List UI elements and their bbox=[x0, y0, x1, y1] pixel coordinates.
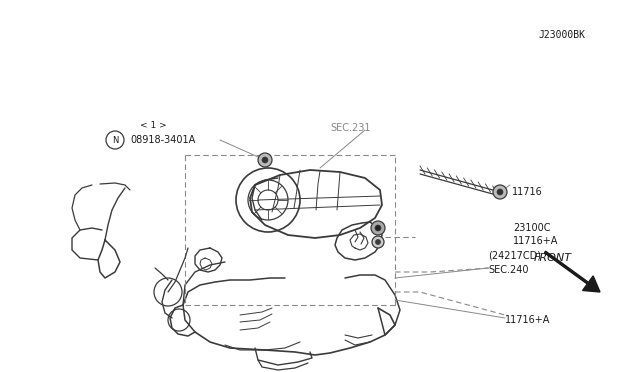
Circle shape bbox=[372, 236, 384, 248]
Text: FRONT: FRONT bbox=[534, 253, 572, 263]
Text: < 1 >: < 1 > bbox=[140, 121, 167, 129]
Text: 23100C: 23100C bbox=[513, 223, 550, 233]
Circle shape bbox=[258, 153, 272, 167]
Circle shape bbox=[376, 240, 381, 244]
Text: 11716: 11716 bbox=[512, 187, 543, 197]
Circle shape bbox=[375, 225, 381, 231]
Text: (24217CD): (24217CD) bbox=[488, 250, 541, 260]
Text: SEC.240: SEC.240 bbox=[488, 265, 529, 275]
FancyArrow shape bbox=[545, 251, 600, 292]
Circle shape bbox=[497, 189, 503, 195]
Circle shape bbox=[493, 185, 507, 199]
Text: 11716+A: 11716+A bbox=[513, 236, 558, 246]
Text: 11716+A: 11716+A bbox=[505, 315, 550, 325]
Circle shape bbox=[262, 157, 268, 163]
Text: SEC.231: SEC.231 bbox=[330, 123, 371, 133]
Text: J23000BK: J23000BK bbox=[538, 30, 585, 40]
Text: 08918-3401A: 08918-3401A bbox=[130, 135, 195, 145]
Circle shape bbox=[371, 221, 385, 235]
Text: N: N bbox=[112, 135, 118, 144]
